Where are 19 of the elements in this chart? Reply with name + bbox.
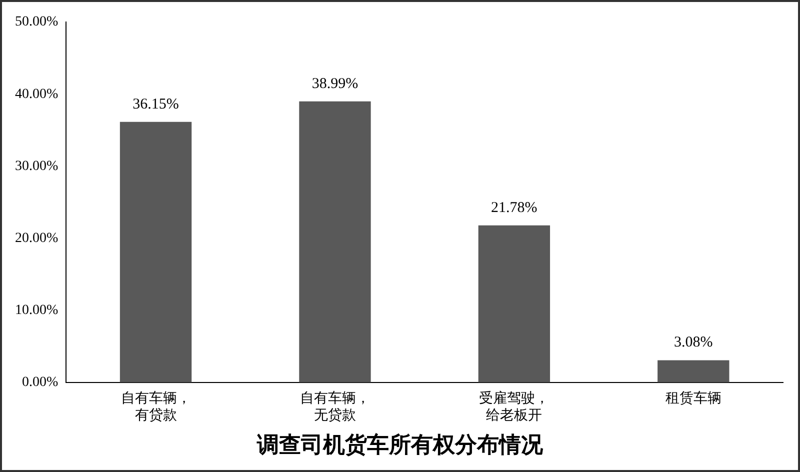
x-tick-label: 租赁车辆: [665, 390, 722, 406]
x-tick-label: 自有车辆，无贷款: [300, 390, 370, 424]
bar: [299, 101, 371, 382]
x-tick-label: 自有车辆，有贷款: [120, 390, 191, 424]
y-tick-label: 40.00%: [14, 86, 58, 102]
data-label: 21.78%: [491, 200, 538, 216]
bar: [658, 360, 730, 382]
y-tick-label: 10.00%: [14, 302, 58, 318]
y-tick-label: 30.00%: [14, 158, 58, 174]
data-label: 36.15%: [132, 96, 179, 112]
y-tick-label: 0.00%: [22, 375, 58, 390]
bar: [120, 122, 192, 382]
data-label: 3.08%: [674, 334, 713, 351]
x-tick-label: 受雇驾驶，给老板开: [479, 390, 550, 424]
text: 调查司机货车所有权分布情况: [256, 431, 544, 459]
y-tick-label: 50.00%: [14, 14, 58, 30]
data-label: 38.99%: [312, 76, 358, 92]
bar: [478, 225, 550, 382]
y-tick-label: 20.00%: [14, 230, 58, 246]
